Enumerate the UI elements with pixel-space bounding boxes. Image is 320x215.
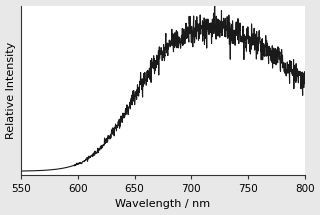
Y-axis label: Relative Intensity: Relative Intensity bbox=[5, 41, 16, 139]
X-axis label: Wavelength / nm: Wavelength / nm bbox=[115, 200, 211, 209]
